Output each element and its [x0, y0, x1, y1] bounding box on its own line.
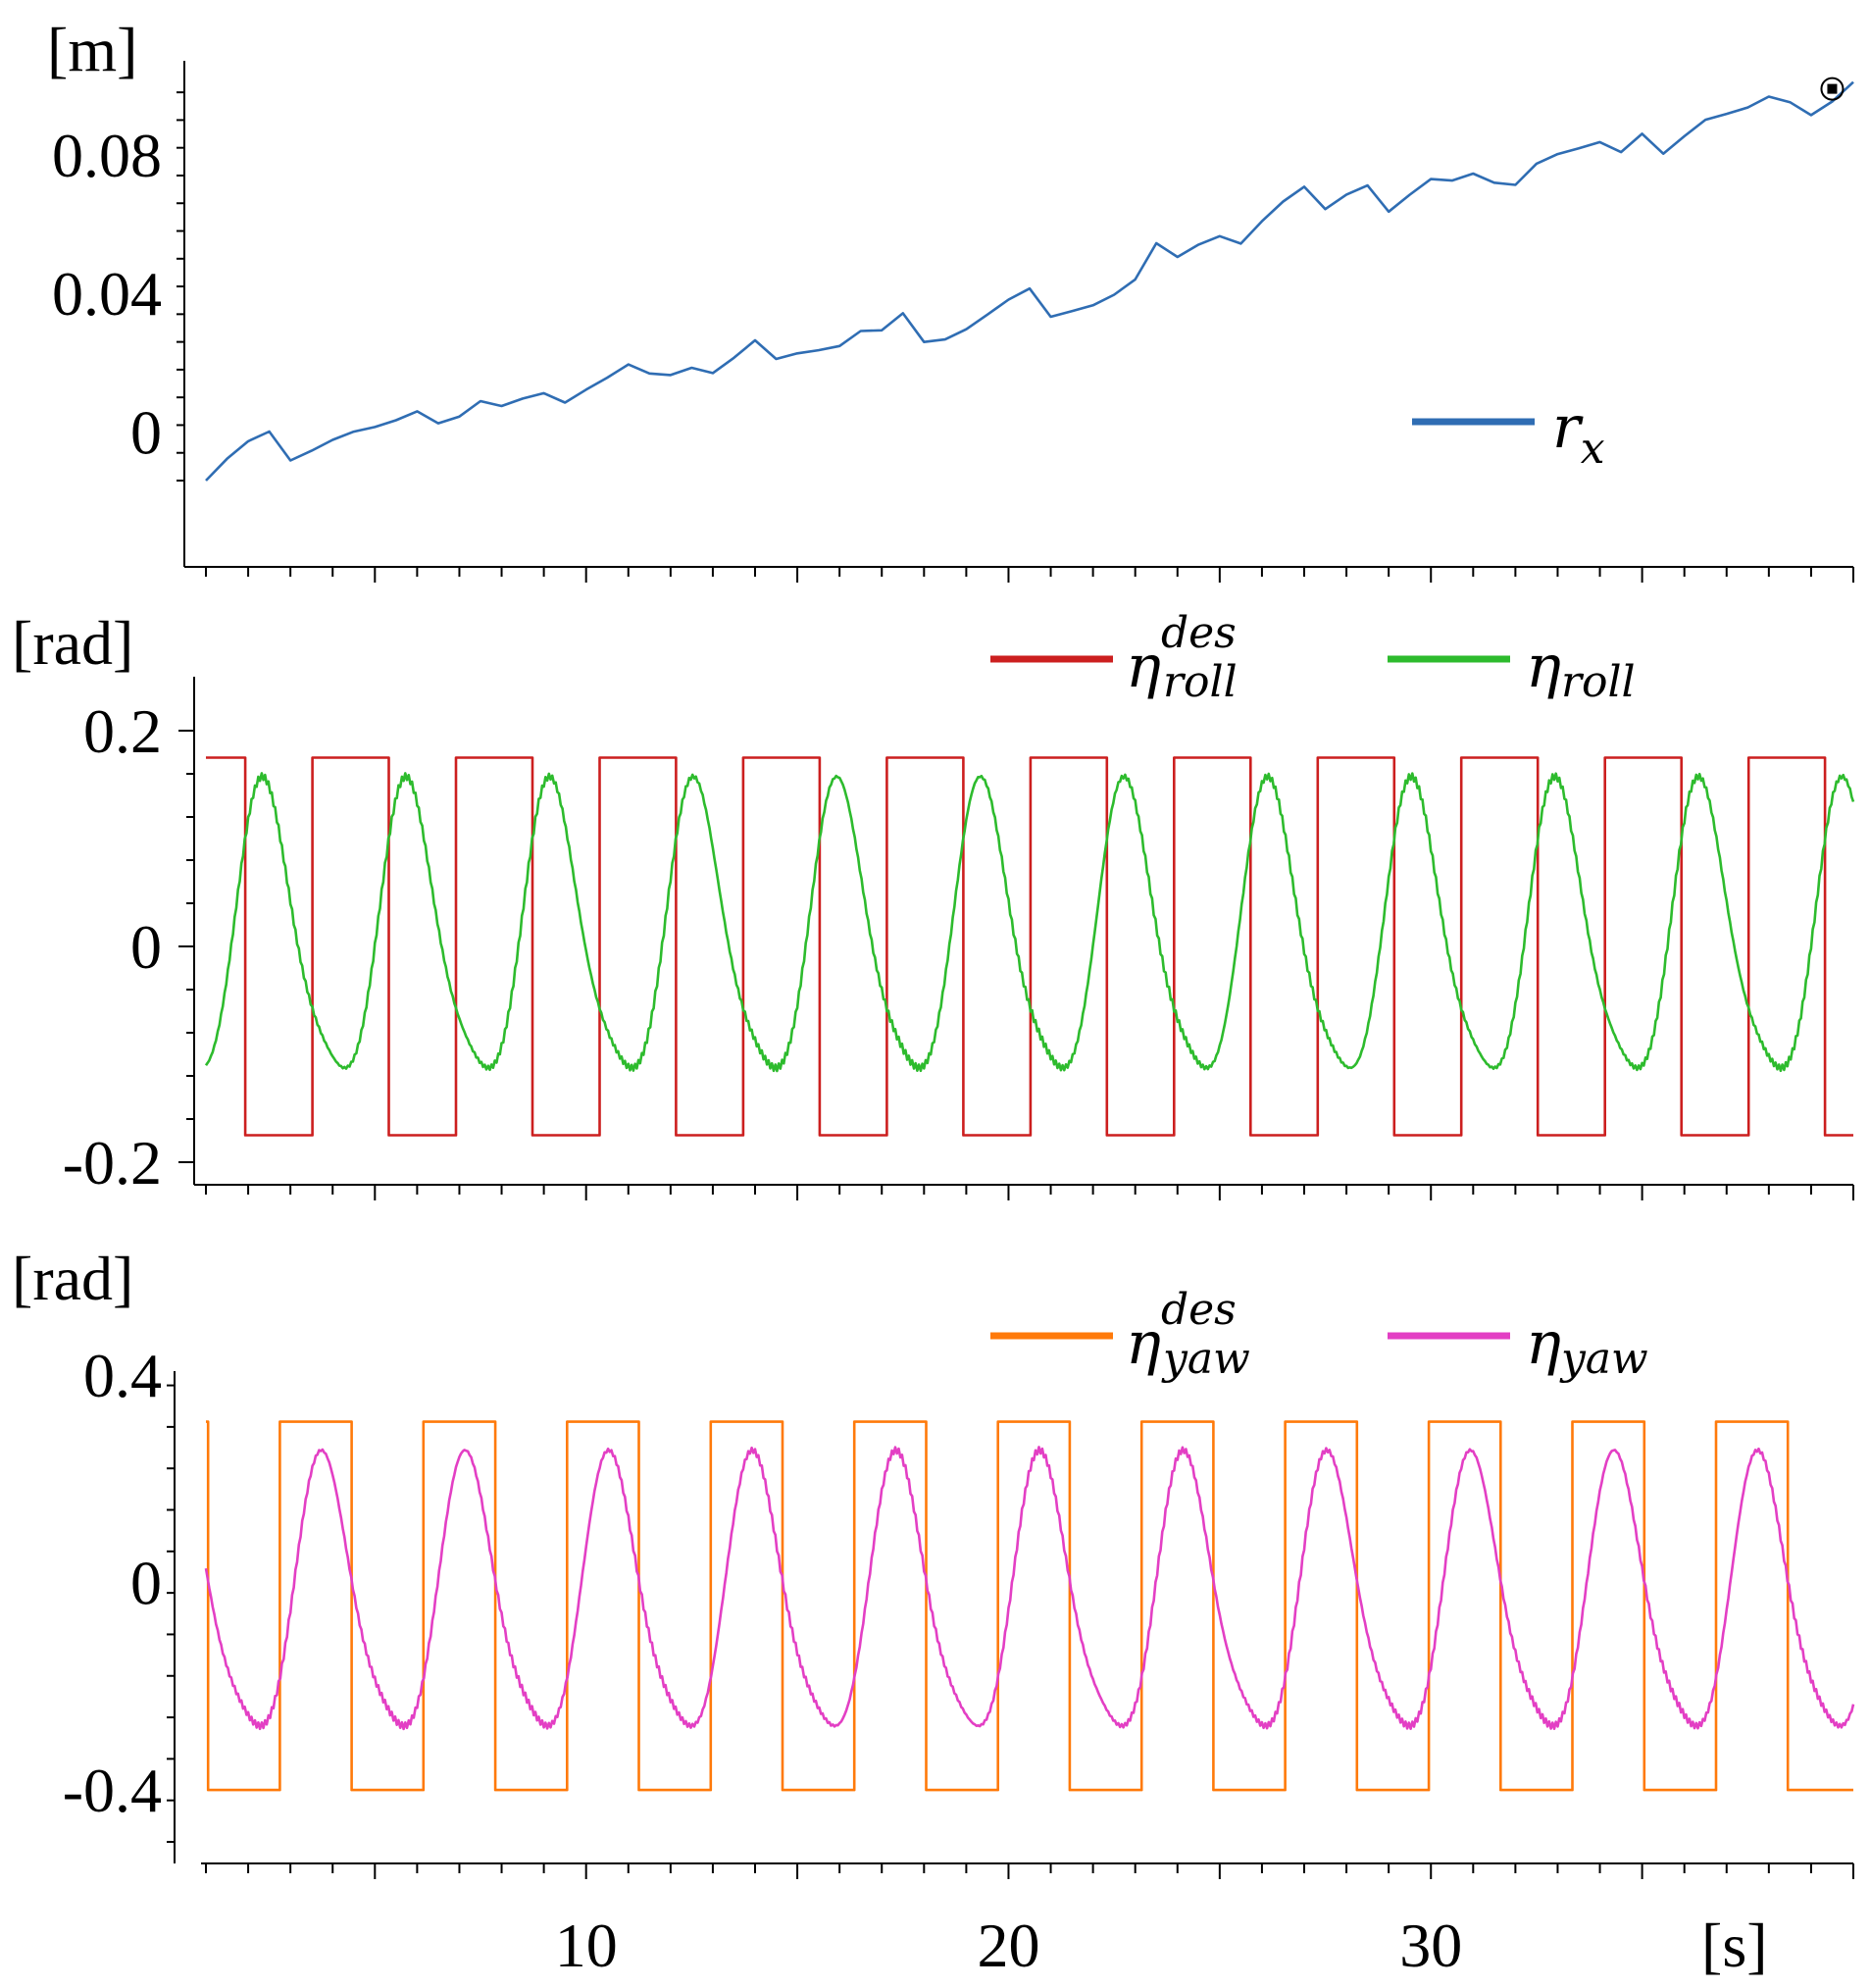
- rx-legend: rx: [1412, 393, 1605, 474]
- roll-legend-label: ηroll: [1526, 633, 1636, 707]
- roll-legend: ηdes roll ηroll: [990, 608, 1636, 707]
- rx-y-unit-label: [m]: [47, 15, 137, 84]
- x-tick-label: 20: [977, 1911, 1039, 1980]
- roll-y-tick-label: 0.2: [83, 696, 162, 766]
- x-tick-label: 30: [1399, 1911, 1462, 1980]
- rx-legend-label: rx: [1552, 393, 1605, 474]
- yaw-des-legend-label: ηdes yaw: [1126, 1285, 1250, 1384]
- rx-series-line: [205, 80, 1854, 482]
- yaw-x-ticks: [205, 1863, 1854, 1879]
- roll-y-unit-label: [rad]: [12, 608, 133, 678]
- roll-series-line: [204, 772, 1855, 1073]
- rx-panel: [m] 0 0.04 0.08 rx: [47, 15, 1854, 583]
- rx-marker-ring: [1820, 76, 1845, 101]
- x-axis-tick-labels: 10 20 30: [555, 1911, 1463, 1980]
- yaw-y-tick-label: 0.4: [83, 1341, 162, 1410]
- yaw-legend: ηdes yaw ηyaw: [990, 1285, 1648, 1384]
- yaw-series-line: [204, 1446, 1855, 1731]
- rx-y-tick-label: 0: [130, 398, 162, 468]
- yaw-y-tick-label: -0.4: [63, 1756, 162, 1825]
- yaw-y-tick-label: 0: [130, 1549, 162, 1618]
- yaw-panel: [rad] -0.4 0 0.4 ηdes yaw ηyaw 10 20 30 [s]: [12, 1244, 1855, 1980]
- rx-y-tick-label: 0.04: [52, 259, 162, 329]
- yaw-des-series-line: [206, 1420, 1853, 1792]
- roll-y-tick-label: 0: [130, 912, 162, 982]
- rx-y-tick-label: 0.08: [52, 121, 162, 190]
- yaw-legend-label: ηyaw: [1526, 1309, 1648, 1384]
- yaw-y-ticks: -0.4 0 0.4: [63, 1341, 175, 1843]
- rx-y-ticks: 0 0.04 0.08: [52, 91, 184, 482]
- x-axis-unit-label: [s]: [1701, 1911, 1768, 1980]
- rx-endpoint-marker: [1820, 76, 1845, 101]
- roll-des-series-line: [206, 756, 1853, 1137]
- rx-marker-dot: [1827, 83, 1838, 94]
- roll-panel: [rad] -0.2 0 0.2 ηdes roll ηroll: [12, 608, 1855, 1200]
- rx-x-ticks: [205, 567, 1854, 583]
- roll-des-legend-label: ηdes roll: [1126, 608, 1238, 707]
- yaw-y-unit-label: [rad]: [12, 1244, 133, 1313]
- roll-y-tick-label: -0.2: [63, 1128, 162, 1198]
- x-tick-label: 10: [555, 1911, 618, 1980]
- roll-y-ticks: -0.2 0 0.2: [63, 696, 194, 1198]
- roll-x-ticks: [205, 1185, 1854, 1200]
